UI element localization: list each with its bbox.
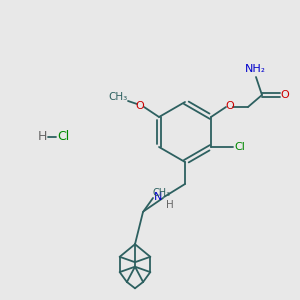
Text: N: N [154,192,162,202]
Text: O: O [136,101,144,111]
Text: ₂: ₂ [261,64,265,74]
Text: H: H [166,200,174,210]
Text: Cl: Cl [57,130,69,143]
Text: O: O [226,101,234,111]
Text: CH₃: CH₃ [108,92,128,102]
Text: O: O [280,90,290,100]
Text: CH₃: CH₃ [153,188,171,198]
Text: H: H [37,130,47,143]
Text: Cl: Cl [235,142,245,152]
Text: NH: NH [244,64,261,74]
